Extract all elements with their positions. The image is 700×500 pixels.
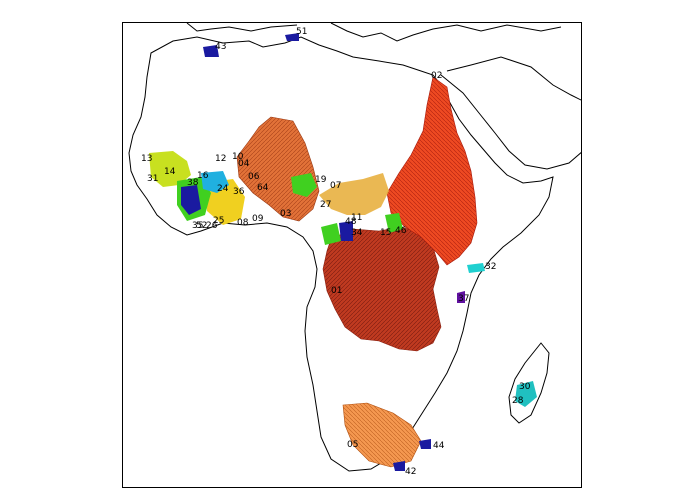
- label-42: 42: [405, 467, 416, 477]
- label-27: 27: [320, 200, 331, 210]
- label-31: 31: [147, 174, 158, 184]
- madagascar-basin: [515, 381, 537, 407]
- label-37: 37: [458, 294, 469, 304]
- nile-basin: [386, 76, 478, 266]
- orange-basin: [342, 402, 422, 468]
- label-25: 25: [213, 216, 224, 226]
- lake-chad-green: [291, 173, 317, 197]
- label-09: 09: [252, 214, 264, 224]
- label-10: 10: [232, 152, 244, 162]
- label-13: 13: [141, 154, 152, 164]
- kenya-basin: [467, 263, 485, 273]
- sinai-coastline: [446, 56, 581, 101]
- label-38: 38: [187, 178, 199, 188]
- uganda-green: [385, 213, 403, 233]
- small-blue-2: [285, 33, 299, 41]
- small-blue-1: [203, 45, 219, 57]
- label-26: 26: [206, 221, 218, 231]
- label-32: 32: [485, 262, 496, 272]
- arabia-coastline: [440, 74, 581, 170]
- madagascar-coastline: [508, 342, 550, 424]
- label-34: 34: [351, 228, 363, 238]
- label-11: 11: [351, 213, 362, 223]
- label-30: 30: [519, 382, 531, 392]
- label-46: 46: [395, 226, 407, 236]
- label-43: 43: [215, 42, 226, 52]
- africa-basin-map: 51 43 02 13 10 12 04 06 16 14 38 24 36 6…: [128, 23, 581, 477]
- label-24: 24: [217, 184, 229, 194]
- niger-basin: [236, 116, 320, 222]
- label-36: 36: [233, 187, 245, 197]
- senegal-basin: [149, 151, 191, 187]
- label-52: 52: [196, 221, 207, 231]
- label-28: 28: [512, 396, 524, 406]
- small-blue-4: [393, 461, 405, 471]
- label-06: 06: [248, 172, 260, 182]
- central-green: [321, 223, 341, 245]
- africa-coastline: [128, 36, 554, 472]
- europe-coastline: [186, 23, 562, 42]
- label-64: 64: [257, 183, 269, 193]
- label-16: 16: [197, 171, 209, 181]
- label-07: 07: [330, 181, 341, 191]
- west-blue-basin: [181, 185, 201, 215]
- small-purple: [457, 291, 465, 303]
- basin-labels: 51 43 02 13 10 12 04 06 16 14 38 24 36 6…: [141, 27, 531, 477]
- label-04: 04: [238, 159, 250, 169]
- small-blue-3: [419, 439, 431, 449]
- label-51: 51: [296, 27, 307, 37]
- map-frame: 51 43 02 13 10 12 04 06 16 14 38 24 36 6…: [122, 22, 582, 488]
- small-blue-5: [339, 221, 353, 241]
- label-03: 03: [280, 209, 291, 219]
- label-35: 35: [192, 221, 203, 231]
- label-19: 19: [315, 175, 327, 185]
- label-44: 44: [433, 441, 445, 451]
- label-01: 01: [331, 286, 342, 296]
- label-12: 12: [215, 154, 226, 164]
- label-14: 14: [164, 167, 176, 177]
- label-08: 08: [237, 218, 249, 228]
- label-02: 02: [431, 71, 442, 81]
- chad-basin: [319, 173, 389, 215]
- label-48: 48: [345, 217, 357, 227]
- west-cyan-basin: [201, 171, 229, 193]
- label-15: 15: [380, 228, 391, 238]
- label-05: 05: [347, 440, 358, 450]
